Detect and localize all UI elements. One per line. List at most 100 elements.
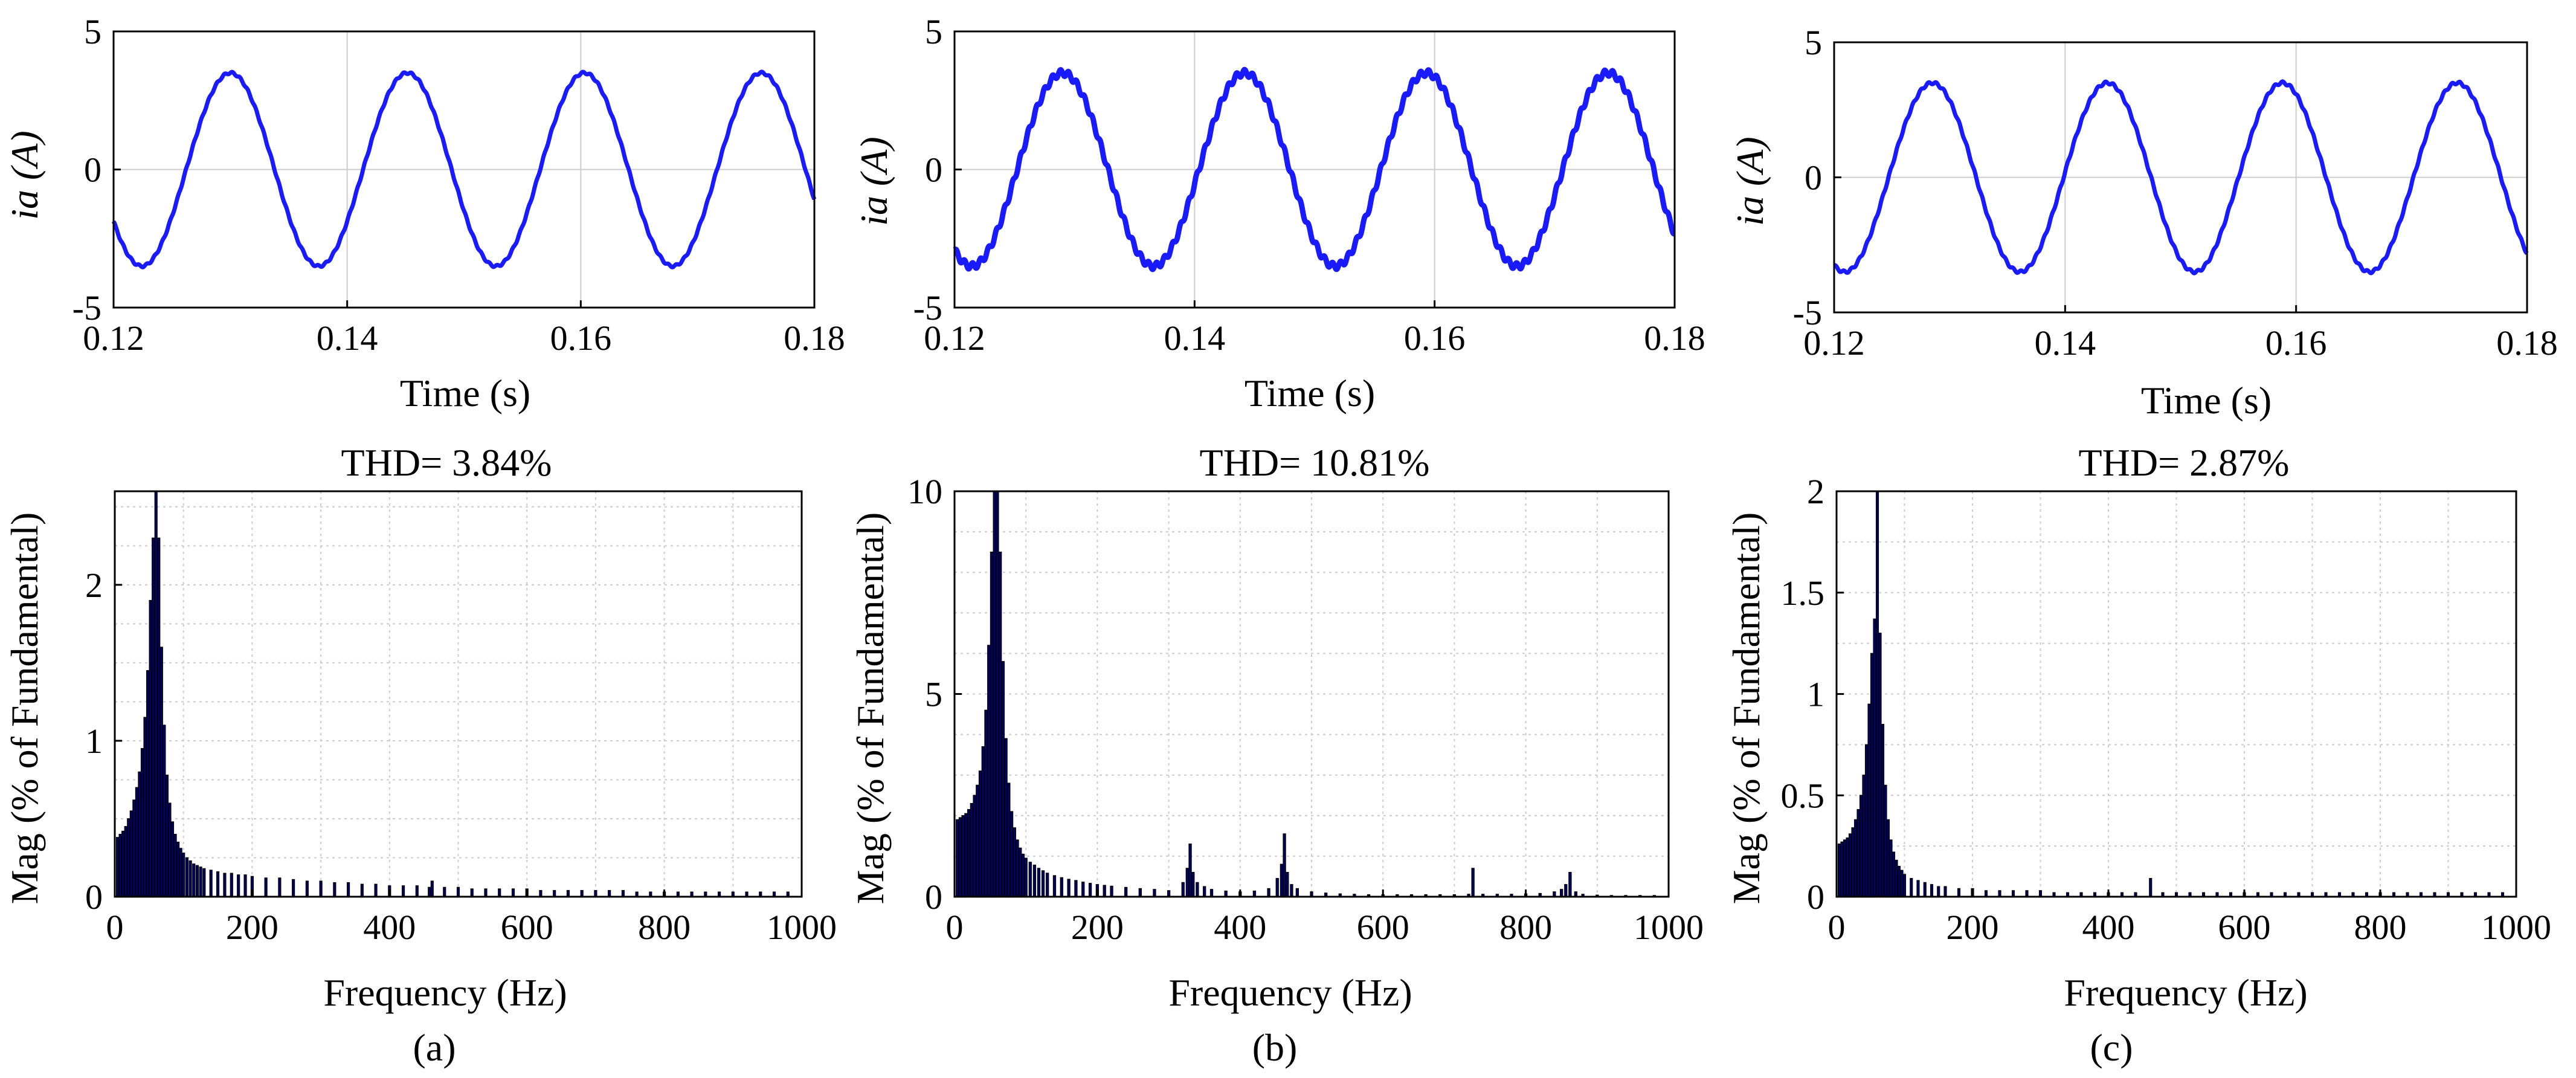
harmonic-bar (168, 802, 172, 897)
harmonic-bar (154, 491, 158, 897)
x-tick-label: 0.14 (1164, 318, 1226, 358)
y-tick-label: -5 (1793, 293, 1822, 332)
chart-title-a: THD= 3.84% (341, 441, 552, 484)
harmonic-bar (978, 770, 982, 897)
x-tick-label: 0.12 (924, 318, 985, 358)
harmonic-bar (976, 784, 979, 897)
harmonic-bar (1019, 847, 1022, 897)
harmonic-bar (140, 748, 144, 897)
harmonic-bar (347, 882, 350, 897)
y-tick-label: 0 (925, 877, 942, 917)
x-tick-label: 0 (946, 908, 964, 947)
x-tick-label: 0.18 (784, 318, 845, 358)
harmonic-bar (428, 886, 431, 897)
harmonic-bar (1295, 888, 1299, 897)
harmonic-bar (127, 818, 130, 897)
y-tick-label: 1 (85, 721, 103, 761)
harmonic-bar (360, 883, 364, 897)
harmonic-bar (138, 771, 141, 897)
harmonic-bar (1889, 839, 1893, 897)
harmonic-bar (333, 882, 336, 897)
harmonic-bar (185, 857, 188, 897)
harmonic-bar (2038, 890, 2043, 897)
y-tick-label: -5 (72, 288, 101, 328)
harmonic-bar (1851, 827, 1855, 897)
harmonic-bar (223, 873, 227, 897)
y-tick-label: 0.5 (1781, 776, 1825, 815)
x-axis-label-freq-a: Frequency (Hz) (323, 971, 567, 1014)
harmonic-bar (498, 888, 501, 897)
x-axis-label-time-b: Time (s) (1245, 372, 1375, 415)
harmonic-bar (2149, 878, 2153, 897)
harmonic-bar (176, 841, 180, 897)
harmonic-bar (1275, 878, 1279, 897)
x-tick-label: 600 (1357, 908, 1409, 947)
y-tick-label: 0 (85, 877, 103, 917)
harmonic-bar (553, 889, 556, 897)
harmonic-bar (1846, 837, 1849, 897)
harmonic-bar (580, 889, 584, 897)
harmonic-bar (115, 837, 120, 897)
harmonic-bar (1937, 886, 1940, 897)
harmonic-bar (132, 799, 136, 897)
x-tick-label: 400 (363, 908, 416, 947)
harmonic-bar (566, 889, 570, 897)
harmonic-bar (539, 889, 543, 897)
x-tick-label: 200 (1946, 908, 1999, 947)
harmonic-bar (1016, 839, 1019, 897)
x-tick-label: 800 (1499, 908, 1552, 947)
harmonic-bar (1848, 833, 1852, 897)
harmonic-bar (1267, 888, 1270, 897)
y-axis-label-ia-b: ia (A) (852, 137, 895, 226)
y-tick-label: 10 (907, 472, 942, 511)
harmonic-bar (135, 787, 138, 897)
harmonic-bar (1013, 827, 1016, 897)
harmonic-bar (216, 871, 220, 897)
harmonic-bar (1052, 875, 1057, 897)
x-axis-label-time-c: Time (s) (2141, 379, 2272, 422)
harmonic-bar (1001, 661, 1005, 897)
harmonic-bar (1188, 844, 1192, 897)
harmonic-bar (1028, 862, 1032, 897)
y-tick-label: 5 (1805, 23, 1822, 62)
harmonic-bar (1124, 886, 1128, 897)
x-axis-label-freq-c: Frequency (Hz) (2064, 971, 2307, 1014)
harmonic-bar (209, 870, 213, 897)
x-tick-label: 0.18 (2496, 323, 2558, 363)
x-tick-label: 400 (2082, 908, 2135, 947)
harmonic-bar (594, 889, 597, 897)
harmonic-bar (990, 551, 994, 897)
harmonic-bar (993, 491, 996, 897)
harmonic-bar (1081, 882, 1085, 897)
y-tick-label: -5 (913, 288, 942, 328)
x-tick-label: 0.14 (317, 318, 378, 358)
harmonic-bar (1984, 890, 1988, 897)
y-tick-label: 0 (1807, 877, 1824, 917)
x-tick-label: 800 (2354, 908, 2407, 947)
harmonic-bar (981, 746, 985, 897)
y-tick-label: 5 (925, 12, 942, 51)
harmonic-bar (456, 886, 460, 897)
harmonic-bar (1167, 890, 1171, 897)
series-line-ia (1832, 79, 2529, 276)
harmonic-bar (237, 874, 240, 897)
harmonic-bar (1209, 889, 1214, 897)
harmonic-bar (1283, 833, 1286, 897)
harmonic-bar (1856, 808, 1860, 897)
harmonic-bar (182, 852, 185, 897)
harmonic-bar (1088, 883, 1092, 897)
harmonic-bar (152, 537, 155, 897)
series-line-ia (952, 66, 1677, 273)
harmonic-bar (1930, 884, 1934, 897)
harmonic-bar (1110, 885, 1113, 897)
harmonic-bar (956, 819, 959, 897)
spectrum-plot-b: 0 200 400 600 800 1000 0 5 10 (907, 472, 1704, 947)
harmonic-bar (1560, 889, 1563, 897)
waveform-plot-b: 0.12 0.14 0.16 0.18 -5 0 5 (913, 12, 1705, 358)
harmonic-bar (1024, 857, 1028, 897)
harmonic-bar (1998, 890, 2001, 897)
harmonic-bar (1943, 886, 1947, 897)
x-tick-label: 1000 (2481, 908, 2551, 947)
chart-title-b: THD= 10.81% (1200, 441, 1430, 484)
harmonic-bar (1153, 889, 1156, 897)
